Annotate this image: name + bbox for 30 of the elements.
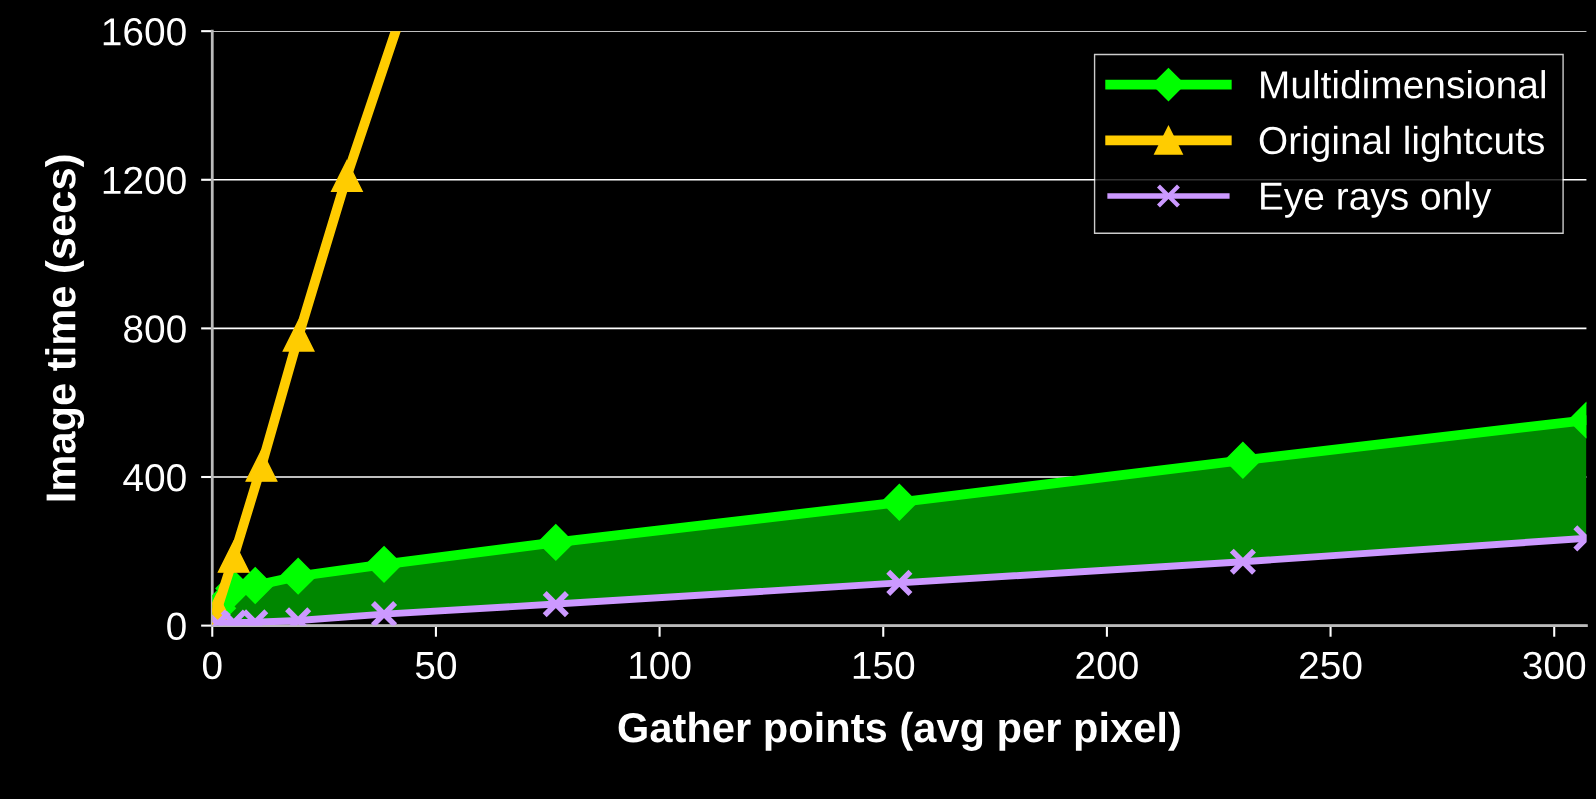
point [217, 540, 250, 573]
x-tick-label: 100 [630, 651, 691, 680]
point [1224, 441, 1262, 479]
y-tick-label: 1200 [103, 166, 186, 195]
point [365, 545, 403, 583]
point [885, 569, 914, 597]
x-tick-label: 50 [415, 651, 457, 680]
x-tick-label: 250 [1300, 651, 1362, 680]
x-tick-label: 150 [853, 651, 915, 680]
y-tick-label: 400 [123, 463, 186, 492]
legend-label: Original lightcuts [1259, 125, 1544, 162]
y-tick-label: 800 [124, 315, 186, 343]
point [370, 600, 398, 626]
point [282, 319, 315, 352]
point [1228, 547, 1257, 576]
x-tick-label: 200 [1076, 651, 1138, 680]
x-tick-label: 0 [202, 651, 222, 680]
point [880, 483, 918, 521]
point [279, 557, 317, 595]
point [245, 449, 278, 482]
point [541, 590, 570, 618]
x-axis-title: Gather points (avg per pixel) [618, 711, 1180, 751]
y-axis-title: Image time (secs) [45, 155, 85, 501]
point [330, 160, 363, 193]
legend-label: Eye rays only [1261, 181, 1492, 218]
y-tick-label: 1600 [103, 18, 186, 46]
y-tick-label: 0 [167, 612, 186, 641]
legend-label: Multidimensional [1261, 70, 1545, 99]
point [537, 524, 575, 561]
x-tick-label: 300 [1523, 651, 1586, 680]
